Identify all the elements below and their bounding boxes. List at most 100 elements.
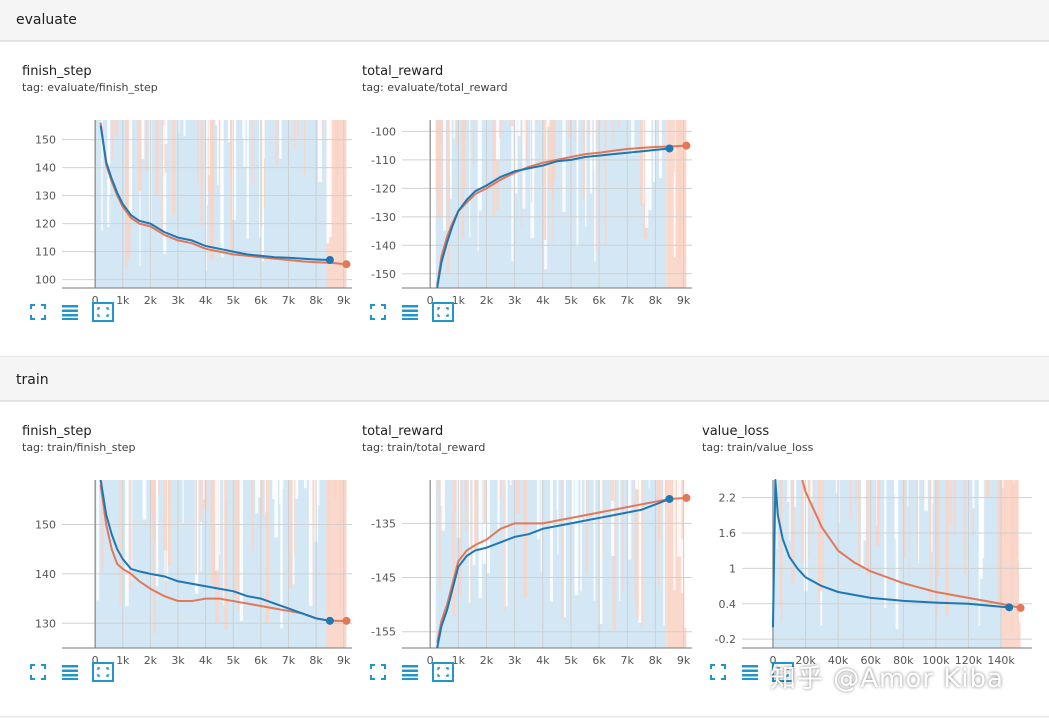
chart-tag: tag: train/finish_step — [22, 441, 136, 454]
x-tick-label: 3k — [508, 654, 522, 664]
chart-title: total_reward — [362, 424, 444, 439]
chart-plot[interactable]: -155 -145 -135 0 1k 2k 3k 4k 5k 6k 7k 8k 9k — [340, 456, 700, 664]
noise-stripe — [178, 120, 180, 134]
series-line-orange — [99, 122, 347, 266]
noise-stripe — [628, 480, 632, 560]
x-tick-label: 3k — [508, 294, 522, 304]
noise-stripe — [997, 480, 1001, 603]
series-line-blue — [99, 479, 331, 622]
chart-plot[interactable]: 130 140 150 0 1k 2k 3k 4k 5k 6k 7k 8k 9k — [0, 456, 360, 664]
noise-stripe — [801, 480, 804, 563]
noise-stripe — [261, 120, 265, 262]
data-table-icon[interactable] — [400, 302, 422, 322]
noise-stripe — [511, 120, 514, 261]
noise-stripe — [1012, 480, 1015, 571]
noise-stripe — [949, 480, 952, 524]
data-table-icon[interactable] — [400, 662, 422, 682]
series-endpoint-orange — [342, 260, 351, 269]
series-line-blue — [436, 498, 670, 649]
chart-plot[interactable]: -0.2 0.4 1 1.6 2.2 0 20k 40k 60k 80k 100k 120k 140k — [680, 456, 1040, 664]
chart-plot[interactable]: -150 -140 -130 -120 -110 -100 0 1k 2k 3k 4k 5k 6k 7k 8… — [340, 96, 700, 304]
noise-stripe — [515, 480, 520, 514]
noise-stripe — [224, 480, 228, 631]
noise-stripe — [634, 480, 636, 601]
x-tick-label: 9k — [337, 654, 351, 664]
data-table-icon[interactable] — [60, 302, 82, 322]
expand-icon[interactable] — [92, 302, 114, 322]
data-table-icon[interactable] — [60, 662, 82, 682]
noise-stripe — [807, 480, 809, 502]
noise-stripe — [574, 480, 579, 596]
noise-stripe — [835, 480, 838, 493]
chart-card: value_loss tag: train/value_loss -0.2 0.4… — [680, 416, 1032, 716]
noise-stripe — [294, 480, 296, 556]
noise-stripe — [496, 120, 500, 161]
noise-stripe — [128, 120, 132, 213]
noise-stripe — [611, 480, 615, 556]
series-endpoint-blue — [325, 256, 334, 264]
noise-stripe — [657, 480, 660, 585]
noise-stripe — [1004, 480, 1006, 548]
noise-stripe — [242, 120, 245, 138]
expand-icon[interactable] — [432, 662, 454, 682]
noise-stripe — [972, 480, 975, 509]
watermark: 知乎 @Amor Kiba — [770, 664, 1004, 694]
noise-stripe — [635, 480, 639, 490]
series-line-orange — [436, 496, 687, 643]
fit-domain-icon[interactable] — [28, 302, 50, 322]
noise-stripe — [477, 120, 479, 252]
noise-stripe — [656, 480, 658, 501]
x-tick-label: 6k — [592, 294, 606, 304]
expand-icon[interactable] — [432, 302, 454, 322]
noise-stripe — [139, 120, 141, 266]
y-tick-label: 1 — [729, 562, 736, 575]
noise-stripe — [582, 120, 586, 199]
noise-stripe — [155, 480, 159, 587]
noise-stripe — [215, 480, 219, 571]
raw-data-band — [95, 480, 347, 648]
noise-stripe — [101, 480, 104, 572]
series-line-orange — [99, 484, 347, 622]
x-tick-label: 3k — [171, 294, 185, 304]
expand-icon[interactable] — [772, 662, 794, 682]
noise-stripe — [1015, 480, 1019, 556]
noise-stripe — [456, 120, 458, 147]
noise-stripe — [486, 480, 490, 574]
y-tick-label: -135 — [371, 517, 396, 530]
noise-stripe — [526, 120, 528, 161]
noise-stripe — [280, 480, 283, 629]
noise-stripe — [584, 480, 586, 524]
noise-stripe — [155, 120, 159, 196]
data-table-icon[interactable] — [740, 662, 762, 682]
noise-stripe — [837, 480, 840, 524]
section-header-train[interactable]: train — [0, 360, 1049, 401]
noise-stripe — [1019, 480, 1021, 607]
noise-stripe — [617, 120, 620, 129]
expand-icon[interactable] — [92, 662, 114, 682]
noise-stripe — [264, 120, 266, 209]
noise-stripe — [340, 480, 345, 525]
noise-stripe — [311, 480, 315, 529]
section-title: evaluate — [16, 12, 77, 28]
noise-stripe — [461, 120, 465, 239]
noise-stripe — [478, 120, 482, 211]
noise-stripe — [552, 120, 555, 243]
chart-plot[interactable]: 100 110 120 130 140 150 0 1k 2k 3k 4k 5k 6k 7k 8k 9k — [0, 96, 360, 304]
noise-stripe — [676, 480, 679, 558]
noise-stripe — [953, 480, 956, 537]
chart-card: finish_step tag: train/finish_step 130 14… — [0, 416, 352, 716]
noise-stripe — [593, 480, 596, 601]
noise-stripe — [682, 480, 686, 578]
fit-domain-icon[interactable] — [368, 302, 390, 322]
fit-domain-icon[interactable] — [708, 662, 730, 682]
section-header-evaluate[interactable]: evaluate — [0, 0, 1049, 41]
noise-stripe — [458, 480, 462, 597]
chart-title: finish_step — [22, 64, 92, 79]
series-endpoint-blue — [665, 144, 674, 153]
noise-stripe — [436, 120, 441, 219]
fit-domain-icon[interactable] — [368, 662, 390, 682]
noise-stripe — [895, 480, 899, 630]
noise-stripe — [860, 480, 864, 569]
noise-stripe — [564, 480, 566, 618]
fit-domain-icon[interactable] — [28, 662, 50, 682]
